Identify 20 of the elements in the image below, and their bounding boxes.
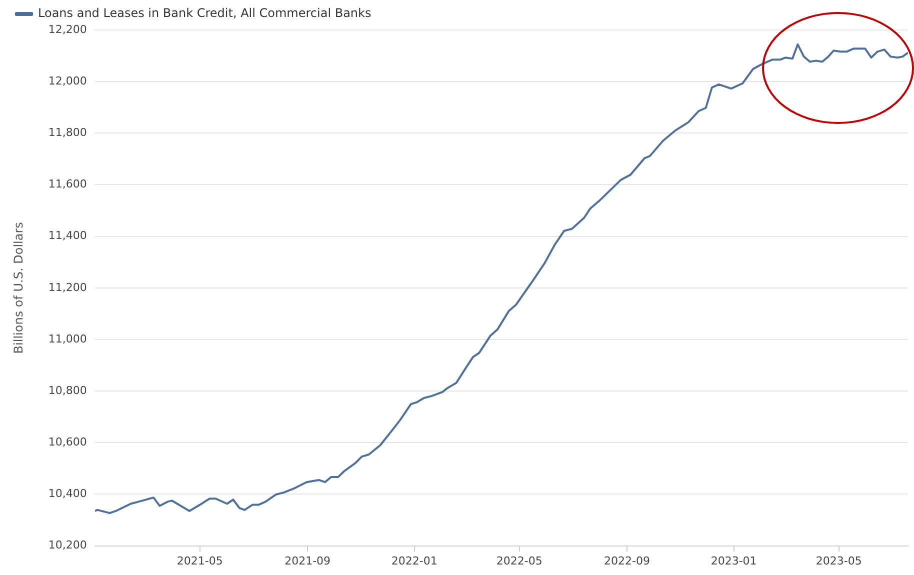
x-tick-label: 2021-09 (284, 554, 331, 568)
y-tick-label: 10,800 (48, 384, 87, 397)
y-tick-label: 10,600 (48, 436, 87, 448)
y-tick-label: 11,800 (48, 126, 87, 140)
x-tick-label: 2022-05 (496, 554, 542, 568)
y-tick-label: 10,200 (48, 538, 87, 552)
y-axis-title: Billions of U.S. Dollars (11, 222, 26, 354)
y-tick-label: 11,200 (48, 280, 87, 294)
y-tick-label: 11,400 (48, 229, 87, 242)
x-tick-label: 2022-09 (604, 554, 650, 568)
y-tick-label: 12,000 (48, 74, 87, 88)
x-tick-label: 2023-01 (710, 554, 757, 568)
x-tick-label: 2021-05 (176, 554, 223, 568)
legend-label: Loans and Leases in Bank Credit, All Commercial Banks (38, 6, 372, 20)
y-tick-label: 10,400 (48, 487, 87, 500)
y-tick-label: 11,000 (48, 332, 87, 346)
x-tick-label: 2023-05 (816, 554, 862, 568)
y-tick-label: 12,200 (48, 22, 87, 36)
y-tick-label: 11,600 (48, 178, 87, 191)
x-tick-label: 2022-01 (391, 554, 438, 568)
